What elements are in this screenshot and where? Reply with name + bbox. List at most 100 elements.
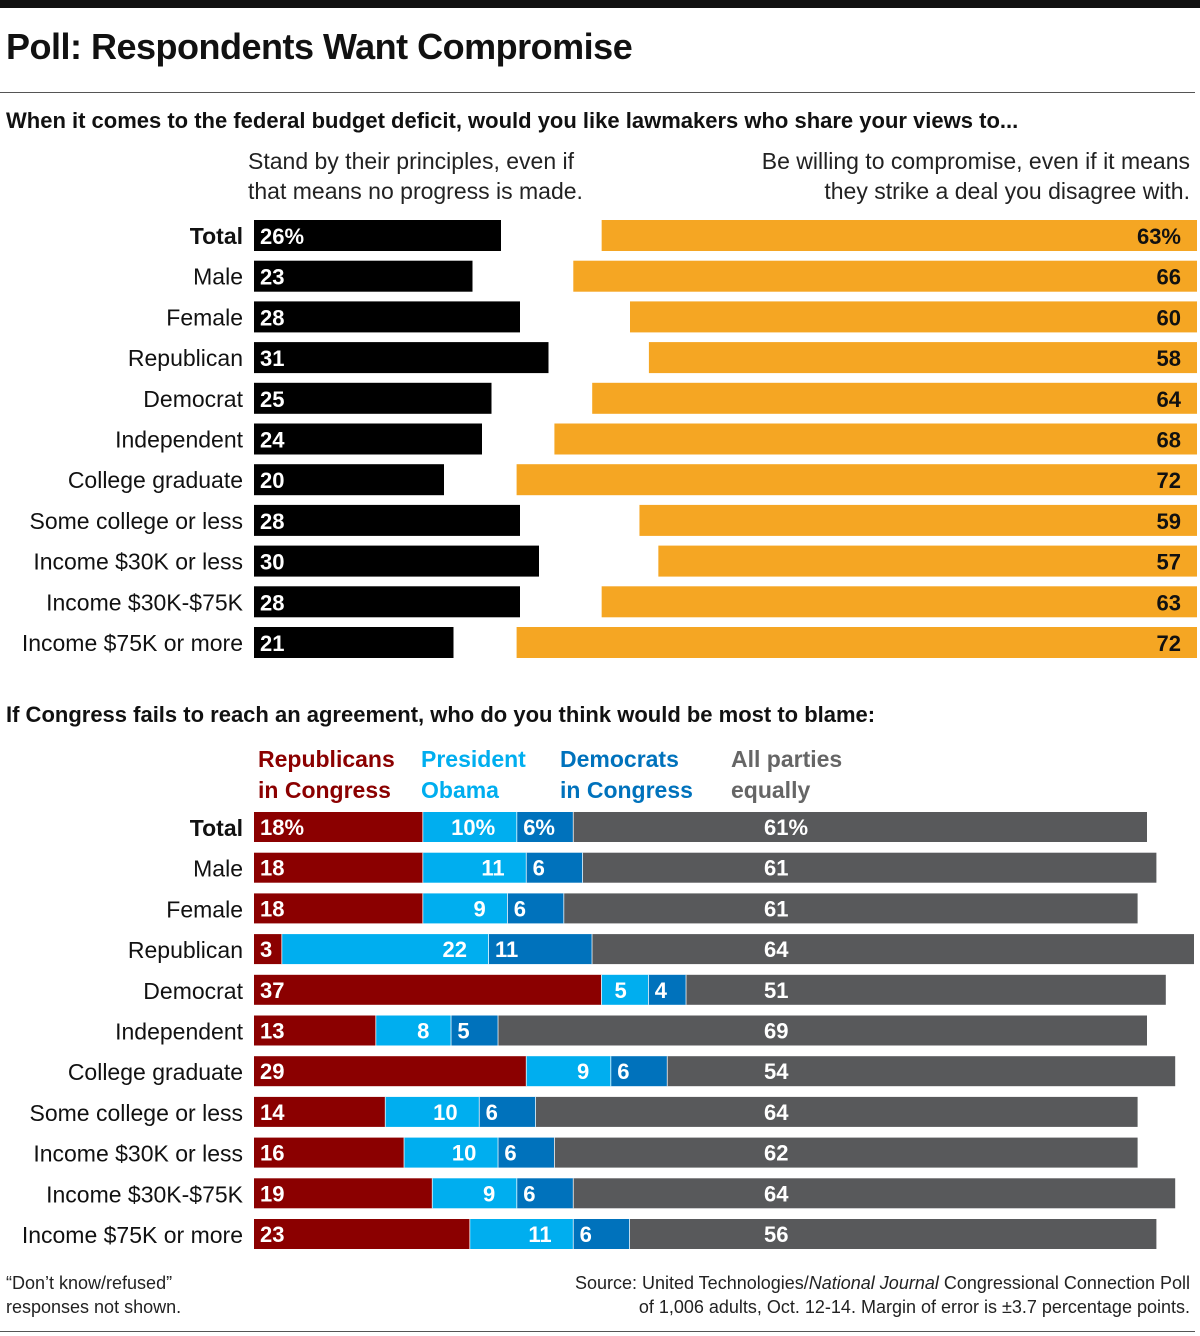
bar-principles [254, 627, 454, 658]
bar-principles [254, 301, 520, 333]
data-label-compromise: 63% [1137, 224, 1181, 249]
bar-democrats-in-congress [611, 1056, 668, 1087]
data-label-all-parties-equally: 64 [764, 1181, 789, 1206]
bar-republicans-in-congress [254, 812, 424, 842]
bar-principles [254, 382, 492, 414]
data-label-principles: 25 [260, 387, 284, 412]
category-label: Male [193, 856, 243, 882]
data-label-all-parties-equally: 54 [764, 1059, 789, 1084]
bar-president-obama [470, 1219, 574, 1249]
legend-principles-line: that means no progress is made. [248, 178, 583, 204]
bar-democrats-in-congress [517, 812, 574, 842]
bar-compromise [648, 342, 1197, 374]
data-label-democrats-in-congress: 11 [495, 937, 518, 962]
legend-republicans: Republicans in Congress [258, 744, 395, 806]
bar-all-parties-equally [667, 1056, 1176, 1087]
bar-all-parties-equally [554, 1137, 1138, 1168]
bar-principles [254, 545, 539, 577]
data-label-democrats-in-congress: 6 [533, 856, 545, 881]
data-label-principles: 20 [260, 468, 284, 493]
legend-democrats: Democrats in Congress [560, 744, 693, 806]
bar-all-parties-equally [536, 1096, 1138, 1127]
bar-principles [254, 220, 501, 251]
data-label-compromise: 63 [1157, 590, 1181, 615]
data-label-compromise: 59 [1157, 509, 1181, 534]
data-label-democrats-in-congress: 6 [523, 1181, 535, 1206]
source-publication: National Journal [808, 1273, 939, 1293]
category-label: Some college or less [30, 508, 244, 534]
bar-democrats-in-congress [507, 893, 565, 924]
bar-republicans-in-congress [254, 934, 283, 965]
bar-president-obama [376, 1015, 452, 1046]
legend-obama: President Obama [421, 744, 526, 806]
bar-president-obama [432, 1178, 518, 1209]
data-label-compromise: 64 [1157, 387, 1182, 412]
bar-republicans-in-congress [254, 974, 602, 1005]
category-label: College graduate [68, 467, 243, 493]
data-label-compromise: 60 [1157, 305, 1181, 330]
bar-republicans-in-congress [254, 1096, 386, 1127]
legend-compromise-line: Be willing to compromise, even if it mea… [761, 148, 1190, 174]
data-label-republicans-in-congress: 14 [260, 1100, 285, 1125]
legend-all-parties-line: All parties [731, 746, 843, 772]
data-label-republicans-in-congress: 19 [260, 1181, 284, 1206]
question-1: When it comes to the federal budget defi… [6, 108, 1019, 133]
data-label-principles: 28 [260, 305, 284, 330]
bar-democrats-in-congress [451, 1015, 499, 1046]
data-label-all-parties-equally: 61 [764, 896, 788, 921]
bar-all-parties-equally [564, 893, 1138, 924]
legend-principles: Stand by their principles, even if that … [248, 146, 583, 206]
bar-president-obama [601, 974, 649, 1005]
bar-all-parties-equally [498, 1015, 1147, 1046]
data-label-republicans-in-congress: 23 [260, 1222, 284, 1247]
data-label-all-parties-equally: 51 [764, 978, 788, 1003]
chart-title: Poll: Respondents Want Compromise [6, 26, 633, 67]
bar-principles [254, 260, 473, 292]
bar-president-obama [423, 852, 527, 883]
bar-compromise [639, 504, 1197, 536]
data-label-president-obama: 11 [481, 856, 504, 881]
footnote-line: responses not shown. [6, 1297, 182, 1317]
data-label-democrats-in-congress: 6% [523, 815, 555, 840]
category-label: Female [166, 304, 243, 330]
data-label-republicans-in-congress: 3 [260, 937, 272, 962]
data-label-republicans-in-congress: 37 [260, 978, 284, 1003]
category-label: Independent [115, 427, 244, 453]
bar-president-obama [282, 934, 489, 965]
category-label: Democrat [143, 386, 243, 412]
data-label-principles: 23 [260, 265, 284, 290]
source-line-1: Source: United Technologies/National Jou… [575, 1271, 1190, 1295]
bar-republicans-in-congress [254, 893, 424, 924]
category-label: Income $75K or more [22, 630, 243, 656]
category-label: Income $30K or less [33, 549, 243, 575]
legend-obama-line: Obama [421, 777, 499, 803]
bar-democrats-in-congress [489, 934, 593, 965]
data-label-republicans-in-congress: 18 [260, 856, 284, 881]
footnote-line: “Don’t know/refused” [6, 1273, 173, 1293]
data-label-president-obama: 22 [443, 937, 467, 962]
data-label-principles: 30 [260, 550, 284, 575]
category-label: Total [190, 223, 243, 249]
bar-compromise [516, 464, 1197, 496]
bar-compromise [554, 423, 1197, 455]
legend-republicans-line: in Congress [258, 777, 391, 803]
data-label-compromise: 72 [1157, 468, 1181, 493]
data-label-democrats-in-congress: 4 [655, 978, 668, 1003]
data-label-compromise: 66 [1157, 265, 1181, 290]
question-2: If Congress fails to reach an agreement,… [6, 702, 876, 727]
bar-democrats-in-congress [526, 852, 583, 883]
bar-compromise [658, 545, 1197, 577]
bar-democrats-in-congress [479, 1096, 536, 1127]
data-label-democrats-in-congress: 6 [514, 896, 526, 921]
bar-democrats-in-congress [517, 1178, 574, 1209]
data-label-principles: 21 [260, 631, 284, 656]
data-label-compromise: 72 [1157, 631, 1181, 656]
category-label: Income $30K-$75K [46, 1181, 244, 1207]
bar-all-parties-equally [686, 974, 1166, 1005]
bar-principles [254, 464, 444, 496]
bar-republicans-in-congress [254, 1219, 471, 1249]
bar-republicans-in-congress [254, 1178, 433, 1209]
data-label-principles: 26% [260, 224, 304, 249]
bar-president-obama [423, 893, 508, 924]
